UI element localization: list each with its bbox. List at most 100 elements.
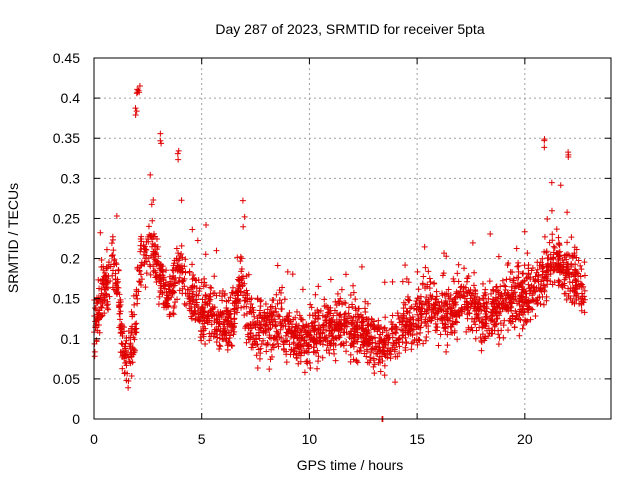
data-point [358, 263, 365, 270]
data-point [191, 275, 198, 282]
data-point [137, 279, 144, 286]
data-point [572, 276, 579, 283]
data-point [97, 313, 104, 320]
data-point [305, 322, 312, 329]
data-point [328, 327, 335, 334]
data-point [145, 223, 152, 230]
data-point [502, 302, 509, 309]
data-point [459, 310, 466, 317]
data-point [98, 304, 105, 311]
data-point [578, 300, 585, 307]
data-point [402, 262, 409, 269]
data-point [168, 294, 175, 301]
data-point [398, 314, 405, 321]
data-point [415, 336, 422, 343]
data-point [123, 359, 130, 366]
data-point [307, 301, 314, 308]
data-point [323, 319, 330, 326]
data-point [137, 262, 144, 269]
data-point [268, 303, 275, 310]
data-point [330, 346, 337, 353]
data-point [547, 270, 554, 277]
data-point [408, 340, 415, 347]
data-point [399, 278, 406, 285]
data-point [175, 147, 182, 154]
data-point [448, 310, 455, 317]
data-point [288, 327, 295, 334]
data-point [290, 340, 297, 347]
data-point [389, 312, 396, 319]
data-point [301, 347, 308, 354]
data-point [278, 334, 285, 341]
data-point [91, 340, 98, 347]
data-point [340, 329, 347, 336]
data-point [473, 327, 480, 334]
data-point [404, 308, 411, 315]
data-point [109, 236, 116, 243]
data-point [122, 345, 129, 352]
x-tick-label: 15 [409, 431, 425, 447]
data-point [274, 262, 281, 269]
data-point [488, 300, 495, 307]
data-point [431, 302, 438, 309]
data-point [453, 288, 460, 295]
data-point [475, 314, 482, 321]
data-point [443, 348, 450, 355]
data-point [414, 295, 421, 302]
data-point [339, 301, 346, 308]
data-point [133, 320, 140, 327]
data-point [232, 298, 239, 305]
data-point [131, 301, 138, 308]
data-point [121, 370, 128, 377]
data-point [138, 246, 145, 253]
data-point [155, 253, 162, 260]
data-point [410, 320, 417, 327]
data-point [572, 261, 579, 268]
data-point [299, 286, 306, 293]
data-point [137, 271, 144, 278]
data-point [479, 331, 486, 338]
data-point [581, 272, 588, 279]
data-point [274, 300, 281, 307]
data-point [343, 338, 350, 345]
data-point [284, 268, 291, 275]
data-point [256, 335, 263, 342]
data-point [97, 229, 104, 236]
data-point [319, 322, 326, 329]
data-point [377, 368, 384, 375]
data-point [420, 340, 427, 347]
y-tick-label: 0 [72, 411, 80, 427]
data-point [577, 262, 584, 269]
data-point [115, 266, 122, 273]
data-point [303, 358, 310, 365]
data-point [488, 290, 495, 297]
data-point [476, 318, 483, 325]
data-point [104, 305, 111, 312]
data-point [323, 347, 330, 354]
data-point [549, 281, 556, 288]
data-point [314, 365, 321, 372]
data-point [434, 324, 441, 331]
data-point [157, 287, 164, 294]
data-point [222, 330, 229, 337]
data-point [495, 289, 502, 296]
data-point [378, 324, 385, 331]
data-point [463, 328, 470, 335]
data-point [547, 251, 554, 258]
data-point [319, 354, 326, 361]
data-point [550, 243, 557, 250]
data-point [480, 319, 487, 326]
data-point [211, 273, 218, 280]
data-point [326, 308, 333, 315]
data-point [546, 239, 553, 246]
data-point [577, 273, 584, 280]
data-point [425, 268, 432, 275]
data-point [245, 271, 252, 278]
data-point [157, 137, 164, 144]
data-point [266, 316, 273, 323]
data-point [311, 335, 318, 342]
data-point [365, 341, 372, 348]
data-point [537, 259, 544, 266]
data-point [370, 355, 377, 362]
data-point [312, 291, 319, 298]
